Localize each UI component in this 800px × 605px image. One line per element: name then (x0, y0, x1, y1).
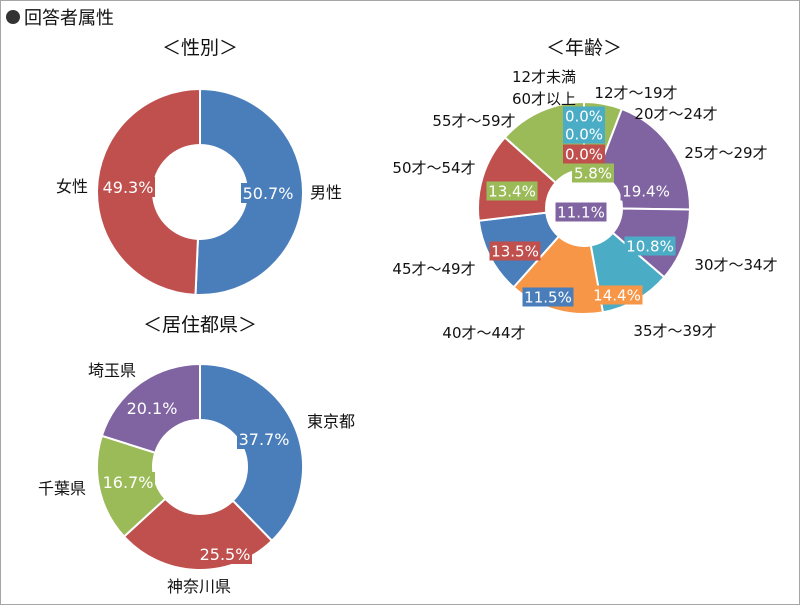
age-value-label-bg (563, 124, 605, 144)
age-category-label: 12才未満 (512, 68, 576, 86)
age-category-label: 60才以上 (512, 90, 576, 108)
age-value-label: 19.4% (622, 182, 670, 200)
gender-value-label-bg (241, 183, 295, 203)
age-chart: ＜年齢＞ 5.8% 12才～19才 19.4% 20才～24才 11.1% 25才～29才 1… (392, 37, 777, 342)
prefecture-category-label: 神奈川県 (167, 577, 231, 596)
age-value-label: 10.8% (626, 237, 674, 255)
section-title: 回答者属性 (24, 8, 114, 29)
age-value-label-bg (522, 287, 574, 307)
age-category-label: 40才～44才 (442, 324, 525, 342)
section-header: 回答者属性 (6, 4, 114, 30)
gender-category-label: 女性 (56, 177, 88, 196)
age-category-label: 25才～29才 (684, 144, 767, 162)
age-value-label: 11.5% (524, 288, 572, 306)
age-value-label: 0.0% (565, 145, 603, 163)
age-value-label-bg (624, 236, 676, 256)
age-value-label-bg (620, 181, 672, 201)
gender-value-label: 50.7% (243, 184, 294, 203)
prefecture-category-label: 東京都 (307, 412, 355, 431)
bullet-icon (6, 10, 20, 24)
age-value-label-bg (489, 241, 541, 261)
age-value-label: 0.0% (565, 125, 603, 143)
gender-category-label: 男性 (310, 183, 342, 202)
age-category-label: 20才～24才 (634, 105, 717, 123)
age-value-label: 11.1% (557, 203, 605, 221)
age-category-label: 45才～49才 (392, 260, 475, 278)
age-category-label: 35才～39才 (633, 322, 716, 340)
prefecture-value-label-bg (125, 398, 179, 418)
age-value-label-bg (555, 202, 607, 222)
age-value-label-bg (572, 163, 614, 183)
age-value-label: 13.5% (491, 242, 539, 260)
prefecture-value-label: 20.1% (127, 399, 178, 418)
gender-chart-title: ＜性別＞ (162, 37, 238, 59)
age-value-label-bg (486, 181, 538, 201)
age-chart-title: ＜年齢＞ (546, 37, 622, 59)
prefecture-value-label: 37.7% (239, 430, 290, 449)
prefecture-chart-title: ＜居住都県＞ (143, 314, 257, 336)
age-category-label: 50才～54才 (392, 159, 475, 177)
prefecture-category-label: 埼玉県 (88, 361, 136, 380)
age-category-label: 12才～19才 (594, 84, 677, 102)
prefecture-category-label: 千葉県 (38, 479, 86, 498)
age-value-label: 13.4% (488, 182, 536, 200)
age-value-label: 14.4% (593, 286, 641, 304)
age-value-label: 0.0% (565, 107, 603, 125)
gender-value-label-bg (101, 177, 155, 197)
gender-chart: ＜性別＞ 50.7% 男性 49.3% 女性 (56, 37, 342, 296)
prefecture-value-label-bg (198, 544, 252, 564)
age-category-label: 30才～34才 (694, 256, 777, 274)
age-value-label-bg (591, 285, 643, 305)
age-value-label-bg (563, 144, 605, 164)
prefecture-chart: ＜居住都県＞ 37.7% 東京都 25.5% 神奈川県 16.7% 千葉県 20.1% 埼玉県 (38, 314, 355, 596)
age-category-label: 55才～59才 (432, 112, 515, 130)
prefecture-value-label: 16.7% (103, 473, 154, 492)
prefecture-value-label: 25.5% (200, 545, 251, 564)
prefecture-value-label-bg (101, 472, 155, 492)
prefecture-slice (199, 362, 304, 543)
age-value-label: 5.8% (574, 164, 612, 182)
gender-value-label: 49.3% (103, 178, 154, 197)
age-value-label-bg (563, 106, 605, 126)
prefecture-value-label-bg (237, 429, 291, 449)
